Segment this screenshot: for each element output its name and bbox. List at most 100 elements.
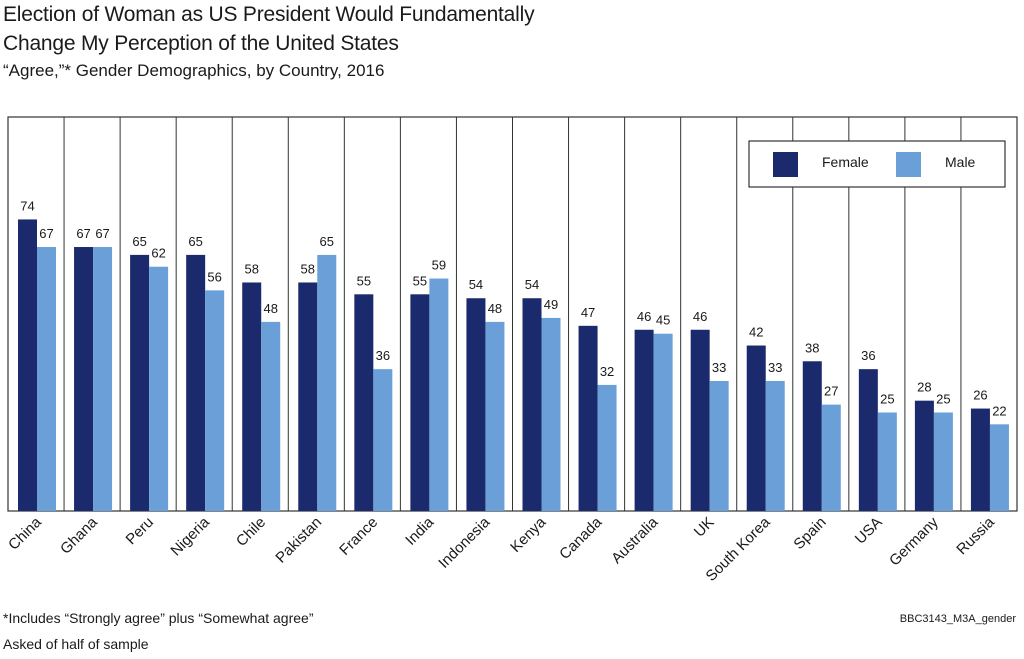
category-label: Ghana [57,513,101,557]
data-label: 55 [413,273,427,288]
data-label: 28 [917,380,931,395]
data-label: 47 [581,305,595,320]
data-label: 38 [805,340,819,355]
data-label: 67 [95,226,109,241]
bar-female [354,294,374,511]
data-label: 33 [712,360,726,375]
footnote-sample: Asked of half of sample [3,636,149,652]
bar-female [298,282,318,511]
bar-male [373,369,393,511]
category-label: USA [852,514,886,548]
chart-title: Election of Woman as US President Would … [3,0,535,58]
category-label: Kenya [507,513,550,556]
data-label: 42 [749,325,763,340]
data-label: 54 [525,277,539,292]
bar-female [914,400,934,511]
bar-female [466,298,486,511]
bar-chart: 74 67 China 67 67 Ghana 65 62 Peru 65 56 Nigeria 58 4… [5,116,1018,585]
data-label: 48 [488,301,502,316]
data-label: 67 [39,226,53,241]
bar-male [317,254,337,511]
category-label: Peru [123,514,157,548]
data-label: 46 [693,309,707,324]
data-label: 48 [263,301,277,316]
bar-female [18,219,37,511]
data-label: 67 [76,226,90,241]
category-label: Australia [608,513,662,567]
bar-male [93,247,113,511]
legend-swatch-female [773,152,798,177]
data-label: 36 [861,348,875,363]
category-label: Indonesia [435,513,493,571]
footnote-definition: *Includes “Strongly agree” plus “Somewha… [3,610,314,626]
data-label: 62 [151,246,165,261]
bar-female [410,294,430,511]
data-label: 65 [188,234,202,249]
category-label: Pakistan [272,514,325,567]
data-label: 56 [207,269,221,284]
bar-female [242,282,262,511]
bar-male [37,247,56,511]
bar-male [429,278,449,511]
chart-subtitle: “Agree,”* Gender Demographics, by Countr… [3,61,385,80]
bar-male [989,424,1009,511]
bar-male [261,321,281,511]
category-label: Chile [233,514,269,550]
bar-female [690,329,710,511]
category-label: France [336,514,381,559]
bar-female [578,325,598,511]
bar-male [765,380,785,511]
data-label: 55 [357,273,371,288]
data-label: 25 [880,392,894,407]
bar-male [877,412,897,511]
data-label: 33 [768,360,782,375]
bar-male [205,290,225,511]
bar-male [653,333,673,511]
category-label: Germany [886,513,942,569]
data-label: 22 [992,403,1006,418]
data-label: 59 [432,258,446,273]
bar-male [485,321,505,511]
bar-male [709,380,729,511]
bar-female [802,361,822,511]
bar-female [746,345,766,511]
data-label: 26 [973,388,987,403]
category-label: Russia [953,513,998,558]
category-label: Spain [790,514,829,553]
bar-male [821,404,841,511]
category-label: India [402,513,437,548]
bar-female [130,254,150,511]
bar-male [933,412,953,511]
data-label: 45 [656,313,670,328]
legend-swatch-male [896,152,921,177]
bar-female [186,254,206,511]
data-label: 27 [824,384,838,399]
bar-male [597,384,617,511]
data-label: 46 [637,309,651,324]
data-label: 32 [600,364,614,379]
title-line-2: Change My Perception of the United State… [3,32,399,55]
bar-female [522,298,542,511]
bar-female [74,247,94,511]
bar-female [970,408,990,511]
data-label: 54 [469,277,483,292]
bar-female [858,369,878,511]
legend-label-female: Female [822,154,869,170]
title-line-1: Election of Woman as US President Would … [3,3,535,26]
data-label: 65 [132,234,146,249]
chart-code: BBC3143_M3A_gender [899,613,1016,625]
data-label: 58 [244,261,258,276]
data-label: 58 [301,261,315,276]
legend-label-male: Male [945,154,976,170]
data-label: 36 [376,348,390,363]
category-label: UK [691,514,718,541]
data-label: 49 [544,297,558,312]
data-label: 25 [936,392,950,407]
bar-male [541,317,561,511]
category-label: Nigeria [167,513,213,559]
bar-female [634,329,654,511]
category-label: Canada [556,513,606,563]
bar-male [149,266,169,511]
data-label: 65 [320,234,334,249]
data-label: 74 [20,198,34,213]
